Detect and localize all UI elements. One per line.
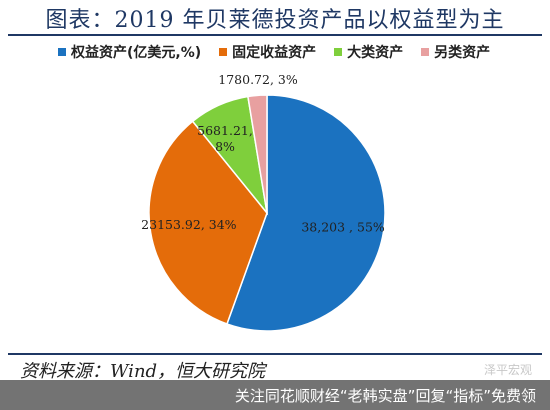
pie-slice-equity bbox=[225, 94, 386, 332]
title-divider bbox=[8, 34, 542, 36]
chart-legend: 权益资产(亿美元,%) 固定收益资产 大类资产 另类资产 bbox=[58, 42, 538, 62]
legend-item-equity: 权益资产(亿美元,%) bbox=[58, 42, 201, 62]
data-label-commodity: 5681.21, 8% bbox=[197, 123, 253, 154]
data-label-fixed-income: 23153.92, 34% bbox=[141, 217, 236, 232]
data-label-equity: 38,203 , 55% bbox=[301, 220, 385, 235]
legend-label-fixed-income: 固定收益资产 bbox=[232, 45, 317, 61]
source-note: 资料来源：Wind，恒大研究院 bbox=[20, 361, 266, 382]
pie-slice-fixed-income bbox=[148, 120, 268, 325]
legend-label-equity: 权益资产(亿美元,%) bbox=[71, 45, 202, 61]
legend-label-alternative: 另类资产 bbox=[434, 45, 491, 61]
legend-label-commodity: 大类资产 bbox=[347, 45, 404, 61]
data-label-alternative: 1780.72, 3% bbox=[218, 72, 298, 87]
legend-swatch-equity bbox=[58, 48, 66, 56]
footer-banner: 关注同花顺财经“老韩实盘”回复“指标”免费领 bbox=[0, 380, 550, 410]
watermark: 泽平宏观 bbox=[483, 363, 532, 377]
page-title: 图表：2019 年贝莱德投资产品以权益型为主 bbox=[45, 8, 505, 33]
legend-item-commodity: 大类资产 bbox=[334, 42, 403, 62]
legend-swatch-commodity bbox=[334, 48, 343, 56]
source-divider bbox=[8, 353, 542, 355]
legend-item-alternative: 另类资产 bbox=[421, 42, 490, 62]
legend-item-fixed-income: 固定收益资产 bbox=[219, 42, 316, 62]
pie-slice-alternative bbox=[247, 94, 268, 214]
legend-swatch-alternative bbox=[421, 48, 430, 56]
legend-swatch-fixed-income bbox=[219, 48, 228, 56]
